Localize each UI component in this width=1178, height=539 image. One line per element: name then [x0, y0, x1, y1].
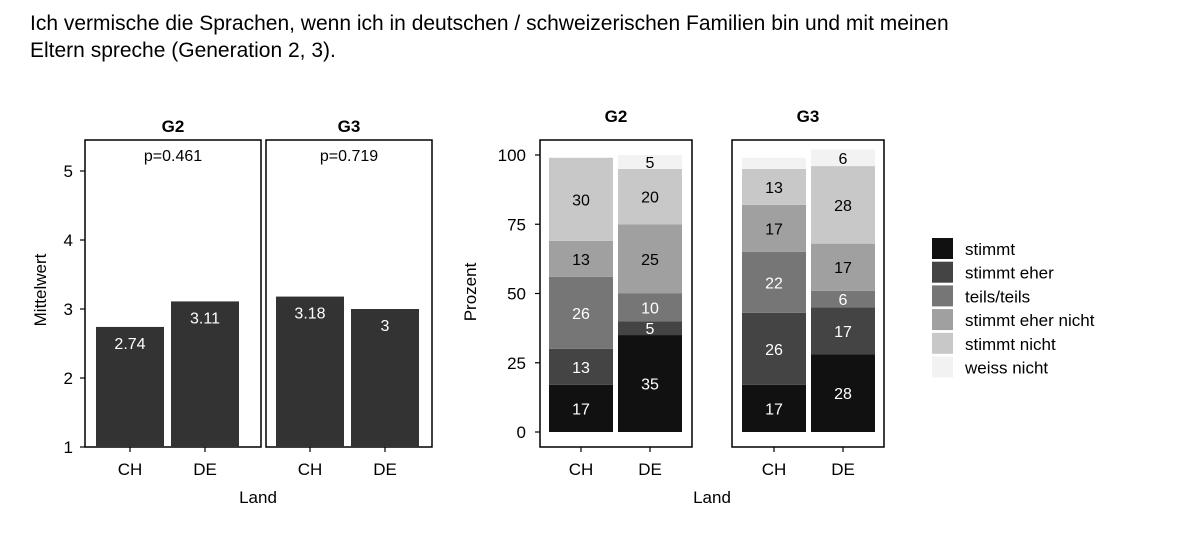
stack-segment-weiss-nicht-g2-de — [618, 155, 682, 169]
legend-entry-weiss-nicht: weiss nicht — [964, 359, 1048, 378]
mean-bar-g2-ch — [96, 326, 164, 447]
mean-bar-label: 3.18 — [294, 306, 325, 323]
facet-label-g3: G3 — [338, 117, 361, 136]
y-tick-label: 5 — [64, 162, 73, 181]
y-axis-label: Mittelwert — [31, 253, 50, 326]
stack-segment-weiss-nicht-g3-ch — [742, 157, 806, 169]
facet-label-g2: G2 — [162, 117, 185, 136]
legend-key-stimmt-eher — [932, 261, 953, 283]
segment-label: 10 — [641, 300, 659, 317]
y-tick-label: 25 — [507, 354, 526, 373]
legend-key-weiss-nicht — [932, 356, 953, 378]
y-tick-label: 75 — [507, 215, 526, 234]
segment-label: 17 — [765, 401, 783, 418]
stack-segment-stimmt-eher-nicht-g3-de — [811, 243, 875, 291]
stack-segment-teils-teils-g3-ch — [742, 251, 806, 313]
stack-segment-stimmt-nicht-g2-de — [618, 168, 682, 225]
x-axis-label: Land — [239, 488, 277, 507]
segment-label: 13 — [572, 360, 590, 377]
stack-segment-stimmt-nicht-g3-de — [811, 166, 875, 244]
x-tick-label: DE — [193, 460, 217, 479]
y-tick-label: 2 — [64, 369, 73, 388]
x-tick-label: CH — [762, 460, 787, 479]
stack-segment-stimmt-g3-de — [811, 354, 875, 432]
stack-segment-stimmt-nicht-g3-ch — [742, 168, 806, 205]
legend-entry-stimmt: stimmt — [965, 240, 1015, 259]
stack-segment-teils-teils-g3-de — [811, 290, 875, 308]
stack-segment-stimmt-eher-nicht-g2-ch — [549, 240, 613, 277]
segment-label: 22 — [765, 275, 783, 292]
y-tick-label: 50 — [507, 285, 526, 304]
stack-segment-stimmt-eher-g2-de — [618, 321, 682, 336]
segment-label: 26 — [765, 342, 783, 359]
legend-entry-teils-teils: teils/teils — [965, 287, 1030, 306]
stack-segment-teils-teils-g2-de — [618, 293, 682, 322]
panel-frame-g3 — [731, 139, 885, 448]
segment-label: 25 — [641, 252, 659, 269]
y-tick-label: 100 — [498, 146, 526, 165]
panel-frame-g3 — [265, 139, 433, 448]
mean-bar-label: 3 — [381, 318, 390, 335]
legend-entry-stimmt-eher-nicht: stimmt eher nicht — [965, 311, 1095, 330]
segment-label: 13 — [572, 252, 590, 269]
p-value-annotation: p=0.719 — [320, 148, 378, 165]
segment-label: 5 — [646, 321, 655, 338]
y-tick-label: 4 — [64, 231, 73, 250]
segment-label: 17 — [572, 401, 590, 418]
stack-segment-stimmt-eher-nicht-g2-de — [618, 224, 682, 294]
segment-label: 20 — [641, 190, 659, 207]
mean-bar-label: 2.74 — [114, 336, 145, 353]
y-tick-label: 0 — [517, 423, 526, 442]
stack-segment-stimmt-g2-ch — [549, 384, 613, 432]
stack-segment-stimmt-eher-nicht-g3-ch — [742, 204, 806, 252]
x-axis-label: Land — [693, 488, 731, 507]
stack-segment-stimmt-nicht-g2-ch — [549, 157, 613, 241]
x-tick-label: DE — [638, 460, 662, 479]
segment-label: 28 — [834, 198, 852, 215]
y-tick-label: 3 — [64, 300, 73, 319]
segment-label: 28 — [834, 386, 852, 403]
x-tick-label: CH — [118, 460, 143, 479]
stack-segment-stimmt-eher-g3-de — [811, 307, 875, 355]
y-axis-label: Prozent — [461, 262, 480, 321]
stack-segment-stimmt-g3-ch — [742, 384, 806, 432]
y-tick-label: 1 — [64, 438, 73, 457]
mean-bar-g3-ch — [276, 296, 344, 447]
p-value-annotation: p=0.461 — [144, 148, 202, 165]
x-tick-label: DE — [373, 460, 397, 479]
segment-label: 6 — [839, 151, 848, 168]
title-line-2: Eltern spreche (Generation 2, 3). — [30, 39, 336, 62]
segment-label: 30 — [572, 192, 590, 209]
x-tick-label: DE — [831, 460, 855, 479]
stack-segment-stimmt-eher-g2-ch — [549, 348, 613, 385]
legend-entry-stimmt-nicht: stimmt nicht — [965, 335, 1056, 354]
segment-label: 6 — [839, 292, 848, 309]
segment-label: 5 — [646, 155, 655, 172]
legend-key-stimmt-nicht — [932, 332, 953, 354]
mean-bar-label: 3.11 — [190, 310, 220, 327]
segment-label: 17 — [834, 260, 852, 277]
segment-label: 13 — [765, 180, 783, 197]
chart-title: Ich vermische die Sprachen, wenn ich in … — [30, 10, 1150, 64]
stack-segment-weiss-nicht-g3-de — [811, 149, 875, 167]
mean-bar-g3-de — [351, 309, 419, 447]
x-tick-label: CH — [569, 460, 594, 479]
facet-label-g2: G2 — [605, 107, 628, 126]
segment-label: 17 — [765, 221, 783, 238]
title-line-1: Ich vermische die Sprachen, wenn ich in … — [30, 12, 949, 35]
stack-segment-stimmt-g2-de — [618, 335, 682, 432]
legend-key-stimmt — [932, 238, 953, 259]
mean-bar-g2-de — [171, 301, 239, 447]
stack-segment-stimmt-eher-g3-ch — [742, 312, 806, 385]
segment-label: 26 — [572, 306, 590, 323]
stack-segment-teils-teils-g2-ch — [549, 276, 613, 349]
legend-entry-stimmt-eher: stimmt eher — [965, 264, 1054, 283]
segment-label: 35 — [641, 377, 659, 394]
legend-key-teils-teils — [932, 285, 953, 307]
segment-label: 17 — [834, 324, 852, 341]
x-tick-label: CH — [298, 460, 323, 479]
facet-label-g3: G3 — [797, 107, 820, 126]
legend-key-stimmt-eher-nicht — [932, 309, 953, 331]
